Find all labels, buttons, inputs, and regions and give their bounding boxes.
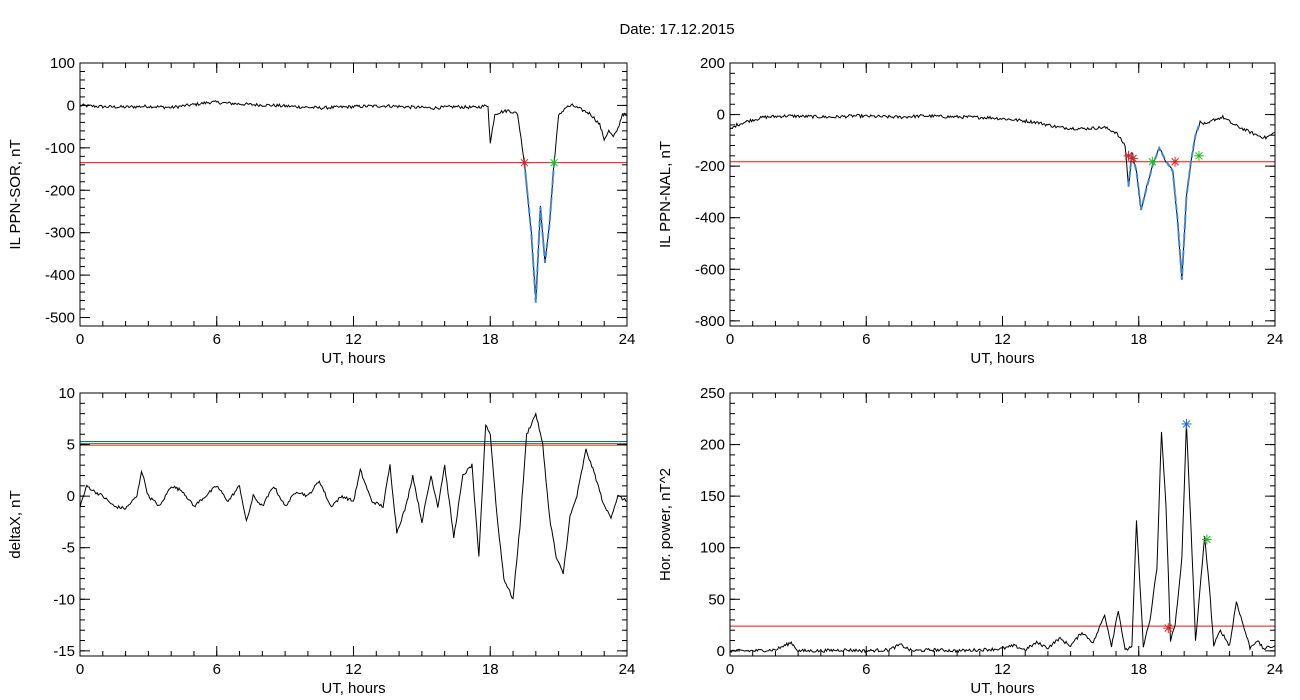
figure-title: Date: 17.12.2015: [619, 21, 734, 38]
plot-frame: [729, 62, 1276, 327]
x-axis-label: UT, hours: [970, 350, 1034, 367]
panel-3: 0 6 12 18 24 -15 -10 -5 0 5 10 UT, hours deltaX, nT: [7, 385, 635, 697]
panel-1: 0 6 12 18 24 -500 -400 -300 -200 -100 0 100 UT, hour…: [7, 55, 635, 367]
x-tick-label: 6: [213, 661, 221, 678]
panel-2: 0 6 12 18 24 -800 -600 -400 -200 0 200 UT, hours IL …: [657, 55, 1283, 367]
event-marker: [549, 157, 560, 168]
y-tick-label: 100: [50, 55, 75, 72]
y-tick-label: 200: [700, 55, 725, 72]
x-tick-label: 24: [619, 331, 636, 348]
x-tick-label: 12: [994, 331, 1011, 348]
y-tick-label: 250: [700, 385, 725, 402]
series-line: [729, 113, 1276, 280]
y-tick-label: -300: [45, 225, 75, 242]
event-marker: [1193, 150, 1204, 161]
y-tick-label: -400: [695, 210, 725, 227]
event-marker: [519, 157, 530, 168]
x-tick-label: 6: [213, 331, 221, 348]
y-tick-label: 0: [67, 488, 75, 505]
y-tick-label: -400: [45, 267, 75, 284]
event-marker: [1170, 156, 1181, 167]
highlight-segment: [1127, 121, 1202, 280]
event-marker: [1201, 534, 1212, 545]
series-line: [79, 412, 628, 600]
x-tick-label: 12: [994, 661, 1011, 678]
x-tick-label: 18: [1130, 331, 1147, 348]
x-tick-label: 24: [1267, 331, 1284, 348]
y-axis-label: IL PPN-SOR, nT: [7, 139, 24, 249]
plot-frame: [729, 392, 1276, 657]
highlight-segment: [523, 162, 556, 303]
x-axis-label: UT, hours: [970, 680, 1034, 697]
y-tick-label: -5: [62, 540, 75, 557]
y-tick-label: 50: [708, 591, 725, 608]
x-tick-label: 0: [726, 331, 734, 348]
plot-frame: [79, 62, 628, 327]
x-axis-label: UT, hours: [321, 680, 385, 697]
panel-4: 0 6 12 18 24 0 50 100 150 200 250 UT, hours Hor. pow…: [657, 385, 1283, 697]
y-tick-label: 100: [700, 540, 725, 557]
y-tick-label: 0: [717, 107, 725, 124]
y-axis-label: Hor. power, nT^2: [657, 468, 674, 581]
x-tick-label: 18: [1130, 661, 1147, 678]
y-tick-label: 0: [717, 643, 725, 660]
series-line: [729, 422, 1276, 654]
y-tick-label: -200: [695, 158, 725, 175]
x-tick-label: 6: [862, 331, 870, 348]
y-tick-label: 150: [700, 488, 725, 505]
event-marker: [1163, 623, 1174, 634]
x-tick-label: 12: [345, 661, 362, 678]
y-tick-label: 200: [700, 437, 725, 454]
x-tick-label: 24: [1267, 661, 1284, 678]
y-tick-label: 5: [67, 437, 75, 454]
plot-frame: [79, 392, 628, 657]
x-tick-label: 0: [726, 661, 734, 678]
y-tick-label: -800: [695, 313, 725, 330]
y-tick-label: -10: [53, 591, 75, 608]
x-axis-label: UT, hours: [321, 350, 385, 367]
event-marker: [1147, 156, 1158, 167]
event-marker: [1181, 418, 1192, 429]
series-line: [79, 100, 628, 302]
y-tick-label: -200: [45, 182, 75, 199]
x-tick-label: 0: [76, 331, 84, 348]
y-tick-label: -15: [53, 643, 75, 660]
event-marker: [1128, 153, 1139, 164]
y-tick-label: -100: [45, 140, 75, 157]
x-tick-label: 12: [345, 331, 362, 348]
x-tick-label: 18: [482, 661, 499, 678]
x-tick-label: 6: [862, 661, 870, 678]
y-tick-label: 0: [67, 97, 75, 114]
y-tick-label: -600: [695, 261, 725, 278]
y-axis-label: deltaX, nT: [7, 490, 24, 558]
x-tick-label: 24: [619, 661, 636, 678]
y-tick-label: -500: [45, 310, 75, 327]
x-tick-label: 0: [76, 661, 84, 678]
x-tick-label: 18: [482, 331, 499, 348]
y-tick-label: 10: [58, 385, 75, 402]
y-axis-label: IL PPN-NAL, nT: [657, 141, 674, 248]
